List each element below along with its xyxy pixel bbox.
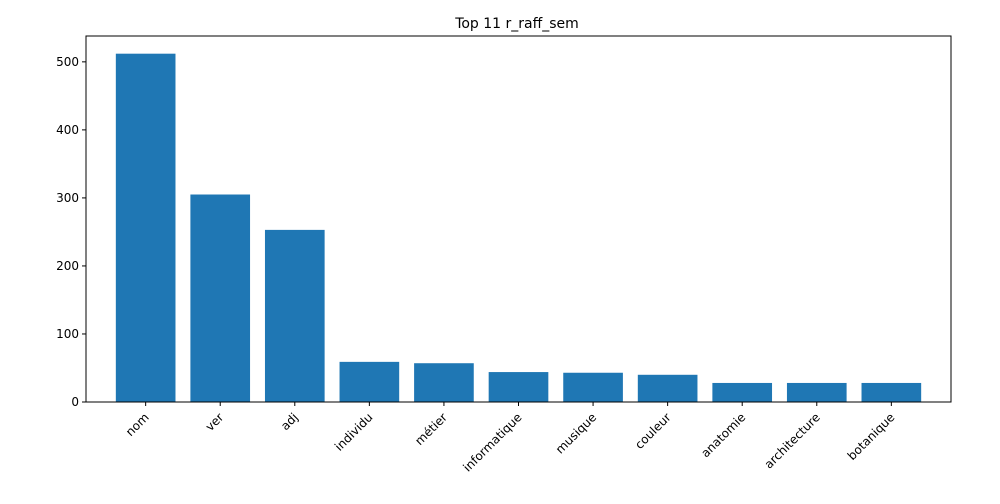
bar-botanique [861, 382, 922, 402]
x-axis: nom ver adj individu métier informatique musiq… [123, 402, 897, 475]
bar-architecture [786, 382, 847, 402]
bar-ver [190, 194, 251, 402]
bar-nom [115, 53, 176, 402]
bar-musique [563, 372, 623, 402]
x-tick-label-botanique: botanique [845, 410, 898, 463]
y-tick-label: 400 [56, 123, 79, 137]
bar-couleur [637, 374, 698, 402]
x-tick-label-individu: individu [332, 410, 376, 454]
chart-title: Top 11 r_raff_sem [454, 16, 579, 32]
bars-group [115, 53, 922, 402]
bar-individu [339, 361, 400, 402]
y-axis: 0 100 200 300 400 500 [56, 55, 86, 409]
x-tick-label-informatique: informatique [460, 410, 524, 474]
x-tick-label-ver: ver [203, 410, 227, 434]
y-tick-label: 500 [56, 55, 79, 69]
plot-frame [85, 35, 952, 403]
x-tick-label-anatomie: anatomie [698, 410, 748, 460]
x-tick-label-nom: nom [123, 410, 152, 439]
bar-informatique [488, 372, 549, 402]
x-tick-label-métier: métier [412, 410, 450, 448]
y-tick-label: 0 [71, 395, 79, 409]
bar-métier [414, 363, 474, 402]
y-tick-label: 200 [56, 259, 79, 273]
bar-anatomie [712, 382, 773, 402]
x-tick-label-musique: musique [553, 410, 599, 456]
y-tick-label: 300 [56, 191, 79, 205]
x-tick-label-architecture: architecture [762, 410, 823, 471]
x-tick-label-couleur: couleur [632, 410, 674, 452]
y-tick-label: 100 [56, 327, 79, 341]
x-tick-label-adj: adj [278, 410, 301, 433]
bar-adj [264, 229, 325, 402]
